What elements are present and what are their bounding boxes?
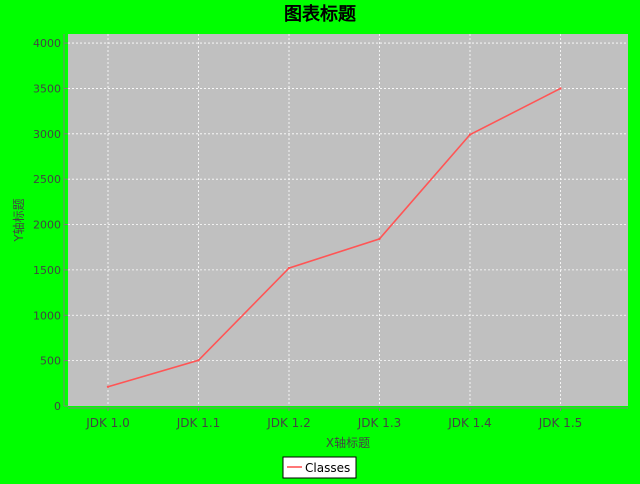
y-tick-label: 2500 bbox=[33, 173, 61, 186]
x-tick-label: JDK 1.5 bbox=[538, 416, 583, 430]
legend-label: Classes bbox=[305, 461, 350, 475]
data-point bbox=[197, 359, 200, 362]
data-point bbox=[106, 385, 110, 388]
data-point bbox=[378, 237, 381, 241]
y-tick-label: 0 bbox=[54, 400, 61, 413]
x-tick-label: JDK 1.1 bbox=[176, 416, 221, 430]
y-tick-label: 1000 bbox=[33, 309, 61, 322]
series-line-classes bbox=[107, 87, 561, 388]
y-tick-label: 1500 bbox=[33, 264, 61, 277]
data-point bbox=[287, 266, 291, 270]
x-tick-label: JDK 1.0 bbox=[85, 416, 130, 430]
plot-area bbox=[68, 34, 628, 406]
y-axis-label: Y轴标题 bbox=[11, 198, 26, 242]
x-axis-label: X轴标题 bbox=[326, 435, 370, 450]
x-tick-label: JDK 1.4 bbox=[447, 416, 492, 430]
y-tick-label: 500 bbox=[40, 355, 61, 368]
x-tick-label: JDK 1.2 bbox=[266, 416, 311, 430]
y-tick-label: 3500 bbox=[33, 82, 61, 95]
y-tick-label: 2000 bbox=[33, 219, 61, 232]
data-point bbox=[468, 133, 472, 136]
legend-box bbox=[282, 456, 357, 479]
x-tick-label: JDK 1.3 bbox=[357, 416, 402, 430]
data-point bbox=[559, 87, 562, 90]
y-tick-label: 3000 bbox=[33, 128, 61, 141]
chart-title: 图表标题 bbox=[284, 3, 357, 25]
y-tick-label: 4000 bbox=[33, 37, 61, 50]
